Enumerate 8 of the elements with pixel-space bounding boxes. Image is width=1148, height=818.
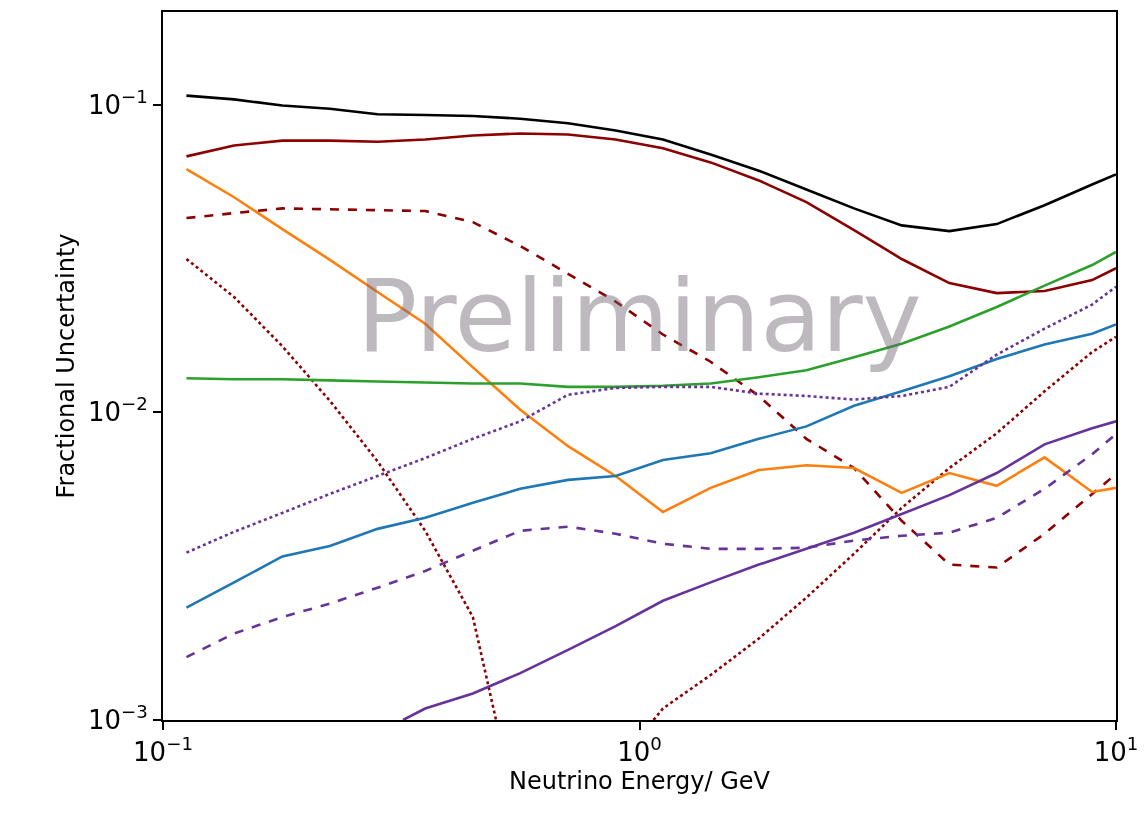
- x-tick-label: 10$^{0}$: [617, 733, 662, 768]
- y-tick-label: 10$^{−1}$: [87, 85, 148, 120]
- x-tick-label: 10$^{−1}$: [133, 733, 193, 768]
- x-tick-label: 10$^{1}$: [1093, 733, 1139, 768]
- y-tick-label: 10$^{−3}$: [87, 701, 148, 736]
- y-tick-label: 10$^{−2}$: [87, 393, 148, 428]
- x-axis-title: Neutrino Energy/ GeV: [509, 767, 771, 796]
- y-axis-title: Fractional Uncertainty: [52, 233, 81, 499]
